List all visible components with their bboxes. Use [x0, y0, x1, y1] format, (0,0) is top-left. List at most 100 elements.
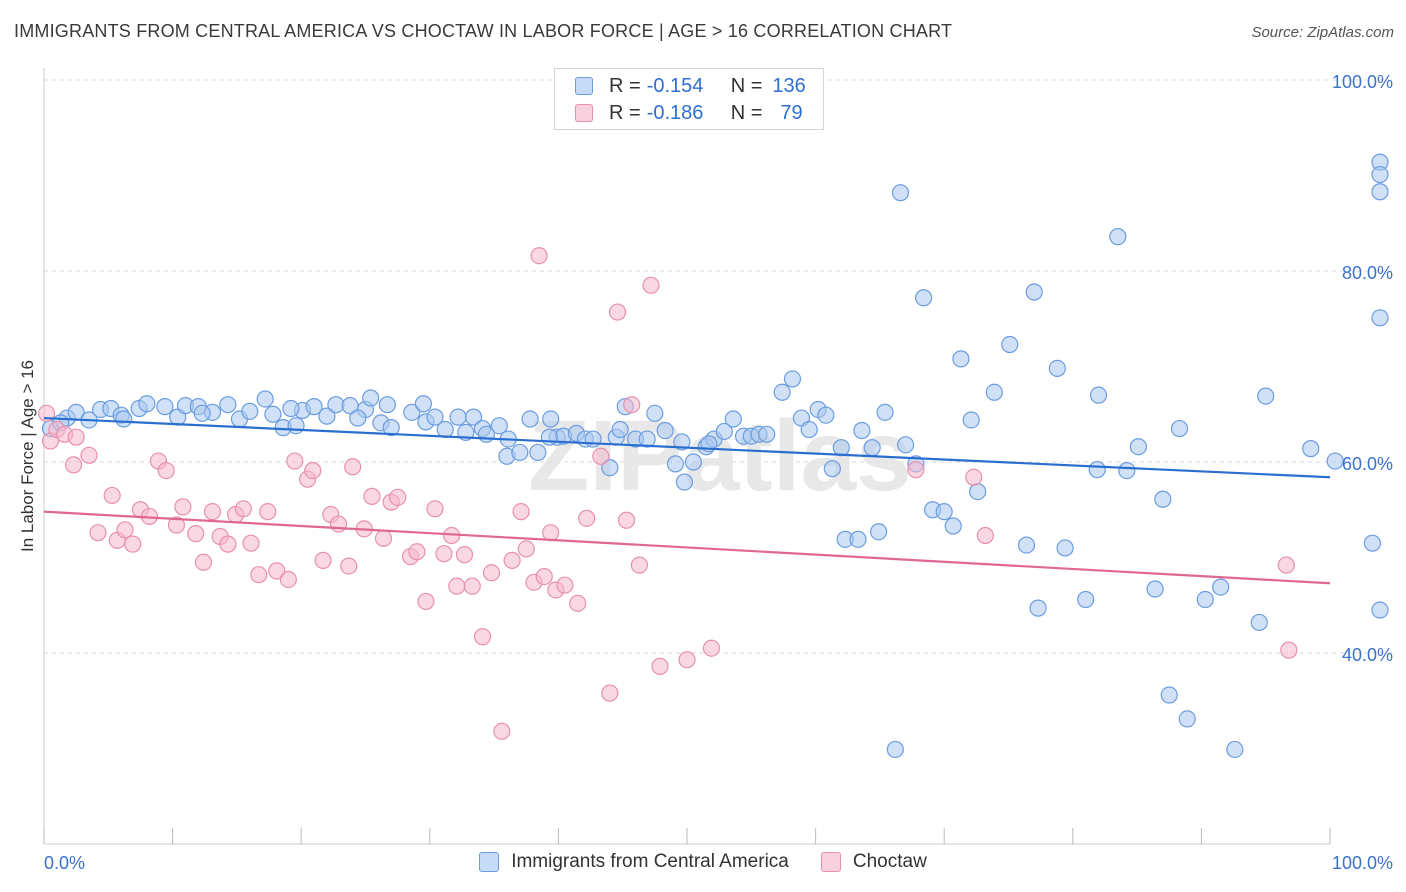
data-point — [592, 447, 610, 465]
data-point — [511, 443, 529, 462]
data-point — [329, 515, 348, 533]
data-point — [915, 289, 933, 307]
data-point — [673, 433, 691, 451]
data-point — [623, 396, 641, 414]
data-point — [886, 740, 904, 759]
data-point — [1048, 359, 1066, 378]
data-point — [448, 577, 466, 595]
data-point — [241, 402, 259, 420]
series-central-america — [41, 153, 1389, 759]
data-point — [800, 420, 818, 439]
data-point — [1056, 539, 1074, 557]
legend-r-value: -0.186 — [646, 101, 704, 124]
data-point — [853, 421, 871, 440]
data-point — [477, 425, 495, 443]
data-point — [638, 430, 656, 448]
data-point — [630, 556, 649, 574]
data-point — [463, 577, 481, 595]
legend-swatch-blue — [575, 77, 593, 95]
legend-n-value: 136 — [772, 74, 806, 97]
data-point — [1371, 309, 1389, 327]
data-point — [944, 517, 962, 535]
data-point — [702, 639, 721, 657]
data-point — [268, 562, 286, 580]
data-point — [103, 486, 121, 505]
legend-n-label: N = — [730, 101, 763, 124]
legend-r-value: -0.154 — [646, 74, 704, 97]
legend-n-label: N = — [730, 74, 763, 97]
legend-r-label: R = — [609, 74, 641, 97]
data-point — [426, 500, 444, 518]
legend-row-pink: R = -0.186 N = 79 — [575, 100, 803, 126]
data-point — [242, 534, 260, 552]
data-point — [193, 404, 211, 422]
data-point — [436, 420, 454, 439]
data-point — [286, 452, 304, 470]
legend-row-blue: R = -0.154 N = 136 — [575, 73, 806, 99]
data-point — [601, 684, 619, 702]
data-point — [414, 395, 432, 413]
trend-line-choctaw — [43, 510, 1331, 585]
data-point — [642, 276, 660, 294]
data-point — [250, 566, 268, 584]
legend-item-central-america[interactable]: Immigrants from Central America — [479, 851, 789, 873]
data-point — [503, 551, 521, 569]
data-point — [1077, 590, 1095, 609]
data-point — [138, 395, 156, 413]
data-point — [1226, 740, 1244, 759]
legend-item-choctaw[interactable]: Choctaw — [820, 851, 927, 873]
data-point — [382, 419, 400, 437]
data-point — [1089, 386, 1108, 404]
y-tick-label: 100.0% — [1332, 72, 1393, 92]
data-point — [305, 398, 323, 416]
data-point — [362, 389, 380, 407]
data-point — [608, 303, 627, 321]
data-point — [675, 473, 694, 491]
data-point — [67, 428, 85, 446]
data-point — [935, 503, 953, 521]
legend-swatch-blue — [479, 852, 500, 872]
data-point — [969, 483, 987, 501]
data-point — [542, 524, 560, 542]
data-point — [535, 567, 553, 586]
data-point — [1371, 165, 1389, 184]
data-point — [611, 420, 629, 439]
data-point — [219, 396, 237, 414]
data-point — [203, 503, 222, 521]
data-point — [1178, 710, 1196, 728]
data-point — [976, 526, 994, 545]
data-point — [876, 403, 894, 421]
data-point — [455, 546, 474, 564]
x-tick-label: 0.0% — [44, 853, 85, 873]
data-point — [1170, 419, 1189, 438]
data-point — [1302, 440, 1320, 458]
data-point — [1326, 452, 1344, 470]
data-point — [512, 503, 530, 521]
data-point — [666, 455, 685, 473]
data-point — [684, 453, 703, 471]
data-point — [870, 523, 888, 541]
data-point — [817, 406, 835, 424]
data-point — [156, 398, 174, 416]
data-point — [374, 529, 393, 548]
series-choctaw — [37, 247, 1298, 740]
data-point — [363, 487, 381, 505]
data-point — [985, 383, 1003, 401]
data-point — [403, 403, 421, 421]
data-point — [279, 570, 297, 589]
data-point — [1371, 183, 1389, 201]
data-point — [863, 439, 881, 457]
data-point — [724, 410, 742, 428]
data-point — [783, 370, 802, 388]
data-point — [318, 407, 336, 425]
data-point — [556, 576, 574, 594]
data-point — [651, 657, 669, 675]
data-point — [1277, 556, 1295, 574]
data-point — [1118, 461, 1136, 480]
legend-label: Choctaw — [852, 851, 927, 872]
tick-labels: 40.0% 60.0% 80.0% 100.0% 0.0% 100.0% — [44, 72, 1393, 873]
data-point — [1371, 601, 1389, 619]
data-point — [89, 524, 107, 542]
data-point — [157, 461, 175, 480]
